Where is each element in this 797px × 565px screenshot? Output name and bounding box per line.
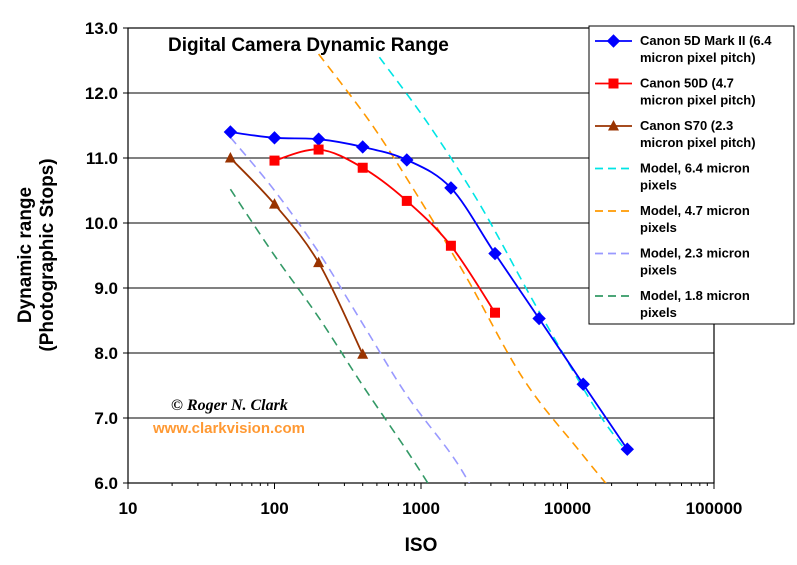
y-tick-label: 10.0	[85, 214, 118, 233]
data-point	[357, 348, 369, 359]
legend-entry-canon-5d-mark-ii-6-4-micron-pixel-pitch: Canon 5D Mark II (6.4 micron pixel pitch)	[595, 33, 772, 65]
data-point	[355, 140, 370, 154]
legend-label: micron pixel pitch)	[640, 135, 756, 150]
legend-entry-model-1-8-micron-pixels: Model, 1.8 micron pixels	[595, 288, 750, 320]
y-tick-label: 7.0	[94, 409, 118, 428]
data-point	[313, 256, 325, 268]
chart-title: Digital Camera Dynamic Range	[168, 35, 449, 56]
legend-label: Model, 2.3 micron	[640, 246, 750, 261]
data-point	[488, 246, 502, 261]
series-model-2-3-micron-pixels	[229, 136, 471, 483]
legend-label: pixels	[640, 263, 677, 278]
website-credit: www.clarkvision.com	[152, 420, 305, 437]
legend-label: Model, 4.7 micron	[640, 203, 750, 218]
legend-label: Canon 5D Mark II (6.4	[640, 33, 772, 48]
data-point	[224, 152, 236, 163]
data-point	[267, 131, 282, 145]
x-tick-label: 10000	[544, 499, 591, 518]
legend-label: Canon S70 (2.3	[640, 118, 733, 133]
legend-marker	[608, 78, 619, 89]
data-point	[400, 153, 414, 167]
data-point	[445, 240, 456, 251]
y-tick-label: 9.0	[94, 279, 118, 298]
legend-marker	[606, 34, 621, 48]
legend-entry-model-4-7-micron-pixels: Model, 4.7 micron pixels	[595, 203, 750, 235]
legend-label: Model, 6.4 micron	[640, 161, 750, 176]
series-model-6-4-micron-pixels	[378, 56, 627, 451]
data-point	[532, 311, 546, 326]
x-axis-ticks: 10 100 1000 10000 100000	[119, 483, 743, 518]
series-model-1-8-micron-pixels	[229, 188, 429, 483]
series-line	[230, 131, 629, 450]
series-canon-s70-2-3-micron-pixel-pitch	[224, 152, 369, 359]
data-point	[269, 198, 280, 209]
series-line	[229, 157, 364, 355]
data-point	[357, 162, 368, 173]
y-tick-label: 11.0	[86, 149, 118, 168]
y-tick-label: 13.0	[85, 19, 118, 38]
legend-box	[588, 25, 795, 325]
legend-entry-model-6-4-micron-pixels: Model, 6.4 micron pixels	[595, 161, 750, 193]
y-axis-ticks: 6.0 7.0 8.0 9.0 10.0 11.0 12.0 13.0	[85, 19, 128, 493]
x-tick-label: 100000	[686, 499, 743, 518]
model-line	[229, 136, 471, 483]
legend-label: micron pixel pitch)	[640, 93, 756, 108]
data-point	[576, 377, 590, 391]
legend-marker	[608, 120, 619, 131]
legend-label: Model, 1.8 micron	[640, 288, 750, 303]
y-axis-title-line1: Dynamic range	[15, 187, 36, 323]
copyright-credit: © Roger N. Clark	[171, 397, 288, 414]
data-point	[444, 181, 458, 195]
data-point	[223, 125, 238, 139]
legend: Canon 5D Mark II (6.4 micron pixel pitch)…	[588, 25, 795, 325]
x-axis-title: ISO	[405, 535, 438, 556]
y-tick-label: 12.0	[85, 84, 118, 103]
data-point	[313, 144, 324, 155]
model-line	[317, 53, 607, 483]
series-model-4-7-micron-pixels	[317, 53, 607, 483]
legend-entry-model-2-3-micron-pixels: Model, 2.3 micron pixels	[595, 246, 750, 278]
legend-label: pixels	[640, 220, 677, 235]
y-axis-title-line2: (Photographic Stops)	[37, 158, 58, 351]
y-tick-label: 6.0	[94, 474, 118, 493]
x-tick-label: 1000	[402, 499, 440, 518]
x-tick-label: 100	[260, 499, 288, 518]
series-layer	[223, 53, 635, 483]
data-point	[269, 155, 280, 166]
series-canon-50d-4-7-micron-pixel-pitch	[269, 144, 501, 318]
data-point	[620, 442, 635, 456]
legend-label: micron pixel pitch)	[640, 50, 756, 65]
data-point	[490, 307, 501, 318]
legend-label: Canon 50D (4.7	[640, 76, 734, 91]
legend-label: pixels	[640, 305, 677, 320]
model-line	[229, 188, 429, 483]
data-point	[401, 195, 412, 206]
y-tick-label: 8.0	[94, 344, 118, 363]
legend-entry-canon-s70-2-3-micron-pixel-pitch: Canon S70 (2.3 micron pixel pitch)	[595, 118, 756, 150]
series-canon-5d-mark-ii-6-4-micron-pixel-pitch	[223, 125, 635, 456]
x-tick-label: 10	[119, 499, 138, 518]
model-line	[378, 56, 627, 451]
legend-label: pixels	[640, 178, 677, 193]
legend-entry-canon-50d-4-7-micron-pixel-pitch: Canon 50D (4.7 micron pixel pitch)	[595, 76, 756, 108]
